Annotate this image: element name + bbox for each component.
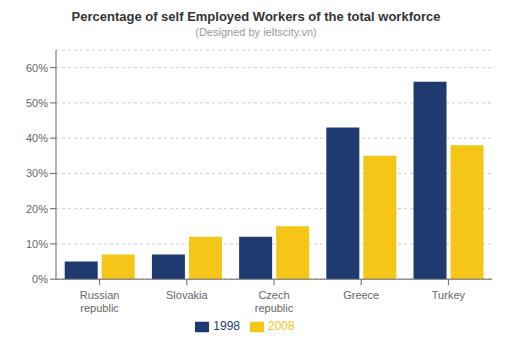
svg-text:40%: 40% — [26, 132, 48, 144]
svg-text:10%: 10% — [26, 238, 48, 250]
svg-text:Turkey: Turkey — [432, 289, 466, 301]
svg-text:Greece: Greece — [343, 289, 379, 301]
svg-text:Slovakia: Slovakia — [166, 289, 208, 301]
html-text:2008: 2008 — [268, 319, 295, 334]
svg-text:60%: 60% — [26, 62, 48, 74]
svg-text:30%: 30% — [26, 167, 48, 179]
svg-text:0%: 0% — [32, 273, 48, 285]
svg-text:50%: 50% — [26, 97, 48, 109]
html-text:Percentage of self Employed Wo: Percentage of self Employed Workers of t… — [71, 9, 441, 24]
svg-text:20%: 20% — [26, 203, 48, 215]
html-text:1998: 1998 — [213, 319, 240, 334]
html-text:(Designed by ieltscity.vn): (Designed by ieltscity.vn) — [195, 26, 317, 38]
svg-text:Czechrepublic: Czechrepublic — [255, 289, 294, 314]
svg-text:Russianrepublic: Russianrepublic — [80, 289, 120, 314]
